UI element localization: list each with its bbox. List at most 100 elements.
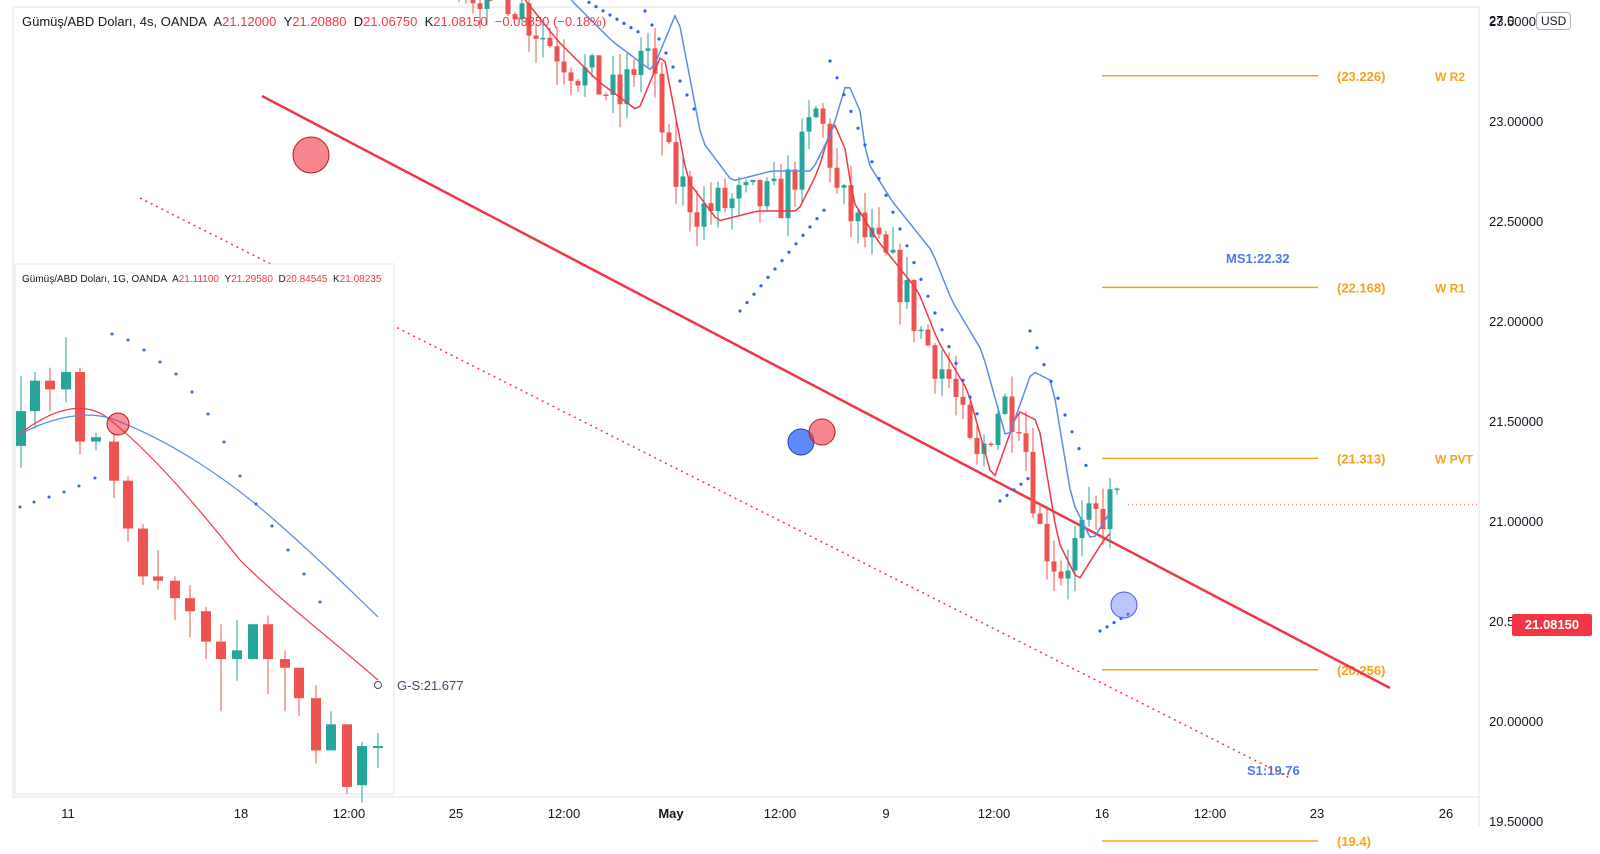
weekly-pivot-label: W R2 [1435, 70, 1465, 84]
candle-body [974, 437, 980, 455]
symbol-name[interactable]: Gümüş/ABD Doları, 4s, OANDA [22, 14, 207, 29]
sar-dot [919, 277, 923, 281]
sar-dot [1035, 346, 1039, 350]
candle-body [666, 132, 672, 143]
sar-dot [643, 9, 647, 13]
y-tick-label: 23.50000 [1489, 14, 1543, 29]
candle-body [988, 443, 994, 446]
candle-body [834, 167, 840, 188]
x-tick-label: 11 [61, 806, 75, 821]
x-tick-label: May [658, 806, 684, 821]
candle-body [1065, 570, 1071, 579]
candle-body [687, 176, 693, 213]
sar-dot [745, 301, 749, 305]
inset-high-value: 21.29580 [231, 274, 273, 285]
candle-body [673, 142, 679, 187]
candle-body [953, 378, 959, 397]
x-tick-label: 16 [1095, 806, 1109, 821]
inset-sar-dot [238, 474, 242, 478]
inset-close-value: 21.08235 [339, 274, 382, 285]
candle-body [568, 72, 574, 81]
candle-body [764, 181, 770, 207]
monthly-pivot-label: MS1:22.32 [1226, 251, 1290, 266]
sar-dot [822, 208, 826, 212]
candle-body [862, 212, 868, 238]
inset-sar-dot [32, 500, 36, 504]
candle-body [533, 35, 539, 39]
inset-candle-body [357, 746, 367, 786]
inset-sar-dot [47, 495, 51, 499]
close-label: K [424, 14, 434, 29]
x-tick-label: 9 [882, 806, 889, 821]
inset-chart: G-S:21.677 [14, 263, 464, 803]
candle-body [904, 280, 910, 303]
candle-body [1114, 488, 1120, 491]
inset-sar-dot [93, 476, 97, 480]
cross-marker-circle [292, 136, 330, 174]
sar-dot [657, 37, 661, 41]
sar-dot [863, 143, 867, 147]
high-value: 21.20880 [292, 14, 347, 29]
inset-sar-dot [62, 490, 66, 494]
sar-dot [1056, 396, 1060, 400]
x-tick-label: 26 [1439, 806, 1453, 821]
sar-dot [1112, 621, 1116, 625]
y-tick-label: 22.50000 [1489, 214, 1543, 229]
candle-body [771, 178, 777, 182]
inset-symbol-name[interactable]: Gümüş/ABD Doları, 1G, OANDA [22, 274, 167, 285]
sar-dot [828, 59, 832, 63]
inset-candle-body [373, 746, 383, 749]
sar-dot [968, 395, 972, 399]
inset-candle-body [294, 667, 304, 699]
candle-body [785, 169, 791, 219]
sar-dot [1042, 363, 1046, 367]
inset-candle-body [61, 371, 71, 390]
sar-dot [877, 177, 881, 181]
inset-header: Gümüş/ABD Doları, 1G, OANDA A21.11100 Y2… [22, 274, 381, 285]
currency-button[interactable]: USD [1536, 12, 1572, 30]
pivot-level-label: (21.313) [1337, 451, 1385, 466]
candle-body [610, 74, 616, 95]
x-tick-label: 18 [234, 806, 248, 821]
inset-open-label: A [172, 274, 179, 285]
sar-dot [622, 21, 626, 25]
open-label: A [213, 14, 223, 29]
sar-dot [905, 244, 909, 248]
candle-body [855, 212, 861, 222]
candle-body [1037, 513, 1043, 524]
sar-dot [601, 9, 605, 13]
candle-body [820, 108, 826, 124]
y-tick-label: 20.00000 [1489, 714, 1543, 729]
descending-trendline [261, 94, 1391, 690]
inset-candle-body [45, 380, 55, 390]
inset-gs-label: G-S:21.677 [397, 678, 464, 693]
sar-dot [842, 93, 846, 97]
candle-body [1009, 396, 1015, 432]
candle-body [701, 203, 707, 227]
inset-slow-ma [16, 414, 379, 618]
candle-body [582, 67, 588, 86]
x-tick-label: 12:00 [333, 806, 366, 821]
candle-body [897, 249, 903, 303]
sar-dot [961, 378, 965, 382]
inset-open-value: 21.11100 [178, 274, 219, 285]
sar-dot [1005, 493, 1009, 497]
monthly-pivot-label: S1:19.76 [1247, 763, 1300, 778]
pivot-level-label: (23.226) [1337, 69, 1385, 84]
inset-candle-body [311, 698, 321, 751]
sar-dot [856, 126, 860, 130]
symbol-header: Gümüş/ABD Doları, 4s, OANDA A21.12000 Y2… [22, 14, 606, 29]
inset-frame [14, 263, 395, 795]
inset-candle-body [263, 624, 273, 660]
slow-moving-average-line [570, 0, 1111, 538]
x-tick-label: 12:00 [764, 806, 797, 821]
inset-candle-body [232, 650, 242, 660]
close-value: 21.08150 [433, 14, 488, 29]
candle-body [1093, 503, 1099, 509]
candle-body [603, 94, 609, 97]
inset-sar-dot [110, 332, 114, 336]
sar-dot [975, 412, 979, 416]
candle-body [505, 0, 511, 15]
